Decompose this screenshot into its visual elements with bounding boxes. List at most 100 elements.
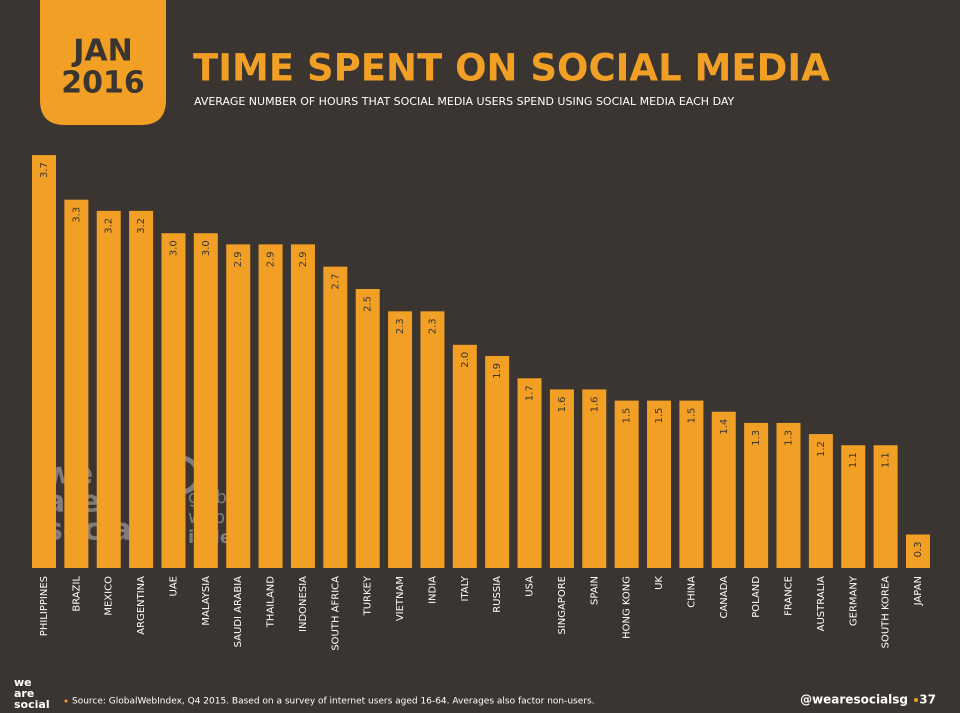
bar <box>96 210 121 568</box>
x-tick-label: BRAZIL <box>71 576 82 612</box>
page-number: 37 <box>919 693 936 707</box>
year: 2016 <box>61 66 145 101</box>
value-label: 2.9 <box>298 251 309 267</box>
x-tick-label: SAUDI ARABIA <box>233 576 244 648</box>
x-tick-label: AUSTRALIA <box>816 576 827 632</box>
x-tick-label: TURKEY <box>363 575 374 616</box>
x-tick-label: HONG KONG <box>622 576 633 639</box>
bar <box>905 534 930 568</box>
x-tick-label: UAE <box>168 576 179 596</box>
x-tick-label: SINGAPORE <box>557 576 568 635</box>
value-label: 2.0 <box>460 352 471 368</box>
value-label: 1.5 <box>654 408 665 424</box>
x-tick-label: ARGENTINA <box>136 576 147 635</box>
value-label: 3.7 <box>39 162 50 178</box>
value-label: 1.6 <box>557 396 568 412</box>
month: JAN <box>71 34 133 69</box>
value-label: 2.3 <box>395 318 406 334</box>
bar <box>355 289 380 568</box>
value-label: 1.2 <box>816 441 827 457</box>
watermark-text: social <box>45 513 142 548</box>
bar <box>614 400 639 568</box>
value-label: 3.0 <box>168 240 179 256</box>
bar <box>517 378 542 568</box>
x-tick-label: VIETNAM <box>395 576 406 621</box>
value-label: 1.4 <box>719 419 730 435</box>
value-label: 2.9 <box>266 251 277 267</box>
value-label: 1.9 <box>492 363 503 379</box>
value-label: 3.2 <box>136 218 147 234</box>
footer-logo: social <box>14 698 50 711</box>
x-tick-label: INDIA <box>427 576 438 604</box>
x-tick-label: JAPAN <box>913 576 924 606</box>
x-tick-label: PHILIPPINES <box>39 576 50 636</box>
x-tick-label: THAILAND <box>266 576 277 629</box>
footer-logo: are <box>14 687 34 700</box>
x-tick-label: MEXICO <box>104 576 115 616</box>
bar <box>873 445 898 568</box>
bar <box>388 311 413 568</box>
bar <box>64 199 89 568</box>
value-label: 1.5 <box>622 408 633 424</box>
separator <box>64 699 68 703</box>
date-tab <box>40 0 166 125</box>
value-label: 2.3 <box>427 318 438 334</box>
bar <box>32 155 56 568</box>
bar <box>582 389 607 568</box>
chart-subtitle: AVERAGE NUMBER OF HOURS THAT SOCIAL MEDI… <box>194 95 735 108</box>
bar <box>485 355 510 568</box>
x-tick-label: SPAIN <box>589 576 600 605</box>
x-tick-label: FRANCE <box>784 576 795 616</box>
value-label: 3.2 <box>104 218 115 234</box>
x-tick-label: MALAYSIA <box>201 576 212 626</box>
value-label: 1.6 <box>589 396 600 412</box>
value-label: 2.5 <box>363 296 374 312</box>
value-label: 0.3 <box>913 542 924 558</box>
x-tick-label: GERMANY <box>848 575 859 626</box>
value-label: 1.5 <box>686 408 697 424</box>
handle: @wearesocialsg <box>800 693 908 707</box>
bar <box>420 311 445 568</box>
bar <box>193 233 218 568</box>
bar <box>549 389 574 568</box>
bar <box>776 422 801 568</box>
value-label: 2.7 <box>330 274 341 290</box>
value-label: 1.3 <box>751 430 762 446</box>
x-tick-label: SOUTH AFRICA <box>330 576 341 651</box>
footer-logo: we <box>14 676 32 689</box>
value-label: 1.7 <box>525 385 536 401</box>
value-label: 1.1 <box>881 452 892 468</box>
x-tick-label: UK <box>654 576 665 590</box>
bar <box>808 434 833 568</box>
value-label: 3.0 <box>201 240 212 256</box>
bar <box>258 244 283 569</box>
bar <box>226 244 251 569</box>
x-tick-label: USA <box>525 576 536 597</box>
value-label: 1.1 <box>848 452 859 468</box>
bar <box>841 445 866 568</box>
bar <box>323 266 348 568</box>
bar <box>744 422 769 568</box>
value-label: 1.3 <box>784 430 795 446</box>
bar <box>647 400 672 568</box>
bar <box>711 411 736 568</box>
bar <box>129 210 154 568</box>
bar <box>452 344 477 568</box>
value-label: 3.3 <box>71 207 82 223</box>
bar <box>161 233 186 568</box>
x-tick-label: CHINA <box>686 576 697 608</box>
x-tick-label: INDONESIA <box>298 576 309 632</box>
source: Source: GlobalWebIndex, Q4 2015. Based o… <box>72 697 595 707</box>
x-tick-label: SOUTH KOREA <box>881 576 892 648</box>
x-tick-label: CANADA <box>719 576 730 619</box>
bar <box>290 244 315 569</box>
value-label: 2.9 <box>233 251 244 267</box>
chart-title: TIME SPENT ON SOCIAL MEDIA <box>193 47 830 90</box>
x-tick-label: ITALY <box>460 575 471 601</box>
x-tick-label: RUSSIA <box>492 576 503 613</box>
x-tick-label: POLAND <box>751 576 762 618</box>
bar <box>679 400 704 568</box>
separator <box>914 698 918 702</box>
